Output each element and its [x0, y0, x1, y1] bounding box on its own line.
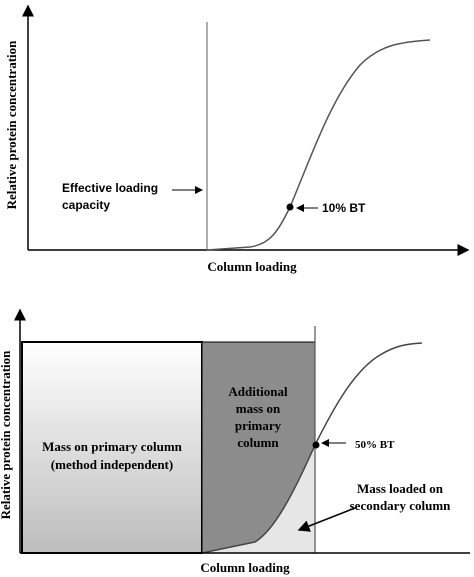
x-label: Column loading [200, 560, 290, 575]
annotation: secondary column [350, 498, 452, 513]
annotation: column [237, 435, 279, 450]
annotation: 50% BT [355, 439, 395, 451]
annotation: mass on [236, 401, 281, 416]
bt-point [286, 203, 294, 211]
annotation: Mass on primary column [42, 439, 183, 454]
secondary-region [202, 445, 315, 553]
arrow [297, 507, 356, 532]
y-label: Relative protein concentration [4, 40, 19, 209]
annotation: capacity [62, 198, 110, 212]
y-label: Relative protein concentration [0, 350, 13, 519]
annotation: primary [235, 418, 282, 433]
annotation: Mass loaded on [357, 481, 444, 496]
breakthrough-curve [201, 342, 423, 554]
x-label: Column loading [207, 259, 297, 274]
breakthrough-curve [206, 39, 431, 251]
annotation: 10% BT [322, 201, 366, 215]
annotation: Additional [228, 384, 288, 399]
annotation: (method independent) [51, 457, 173, 472]
bt-point [312, 441, 320, 449]
annotation: Effective loading [62, 181, 158, 195]
primary-region [21, 341, 203, 554]
